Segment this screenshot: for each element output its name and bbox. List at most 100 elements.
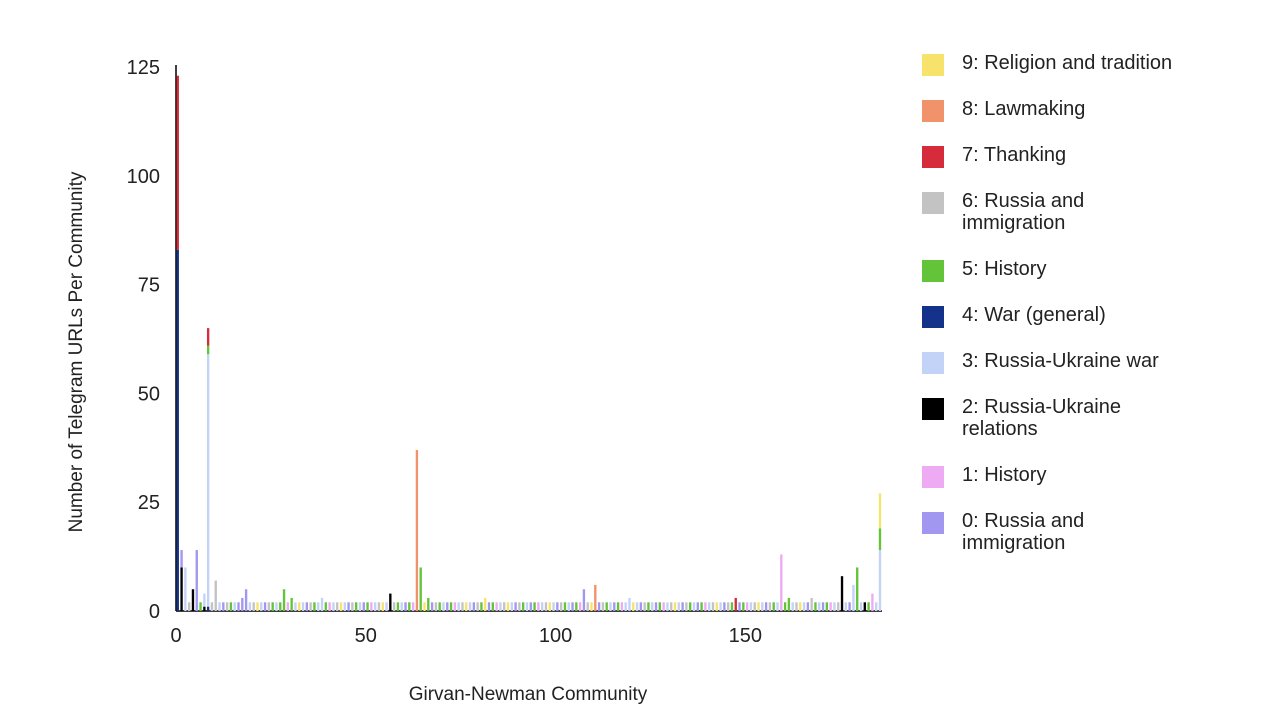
bar-segment-community-95-topic-1 bbox=[537, 602, 540, 611]
bar-segment-community-146-topic-5 bbox=[730, 602, 734, 611]
bar-segment-community-151-topic-3 bbox=[749, 602, 753, 611]
bar-segment-community-58-topic-5 bbox=[396, 602, 400, 611]
y-tick-label: 25 bbox=[138, 492, 160, 514]
bar-segment-community-23-topic-0 bbox=[263, 602, 267, 611]
bar-segment-community-78-topic-0 bbox=[472, 602, 476, 611]
bar-segment-community-47-topic-5 bbox=[354, 602, 358, 611]
legend-item-4: 4: War (general) bbox=[922, 304, 1262, 350]
bar-segment-community-141-topic-6 bbox=[711, 602, 715, 611]
legend-item-8: 8: Lawmaking bbox=[922, 98, 1262, 144]
bar-segment-community-33-topic-3 bbox=[301, 602, 305, 611]
y-tick-label: 125 bbox=[127, 57, 160, 79]
bar-segment-community-108-topic-6 bbox=[586, 602, 589, 611]
bar-segment-community-22-topic-3 bbox=[260, 602, 263, 611]
bar-segment-community-52-topic-3 bbox=[373, 602, 377, 611]
bar-segment-community-131-topic-9 bbox=[673, 602, 677, 611]
bar-segment-community-136-topic-3 bbox=[692, 602, 696, 611]
legend-swatch bbox=[922, 146, 944, 168]
bar-segment-community-185-topic-9 bbox=[878, 493, 882, 529]
bar-segment-community-181-topic-2 bbox=[863, 602, 866, 611]
bar-segment-community-134-topic-6 bbox=[685, 602, 688, 611]
bar-segment-community-25-topic-5 bbox=[271, 602, 274, 611]
bar-segment-community-24-topic-6 bbox=[267, 602, 271, 611]
legend-swatch bbox=[922, 352, 944, 374]
bar-segment-community-93-topic-0 bbox=[529, 602, 532, 611]
bar-segment-community-180-topic-3 bbox=[859, 602, 863, 611]
bar-segment-community-177-topic-0 bbox=[848, 602, 851, 611]
bar-segment-community-38-topic-3 bbox=[320, 597, 324, 611]
bar-segment-community-18-topic-0 bbox=[244, 589, 248, 611]
bar-segment-community-149-topic-5 bbox=[742, 602, 745, 611]
bar-segment-community-32-topic-9 bbox=[298, 602, 301, 611]
bar-segment-community-102-topic-5 bbox=[563, 602, 567, 611]
bar-segment-community-174-topic-6 bbox=[837, 602, 840, 611]
bar-segment-community-67-topic-0 bbox=[430, 602, 434, 611]
legend-swatch bbox=[922, 306, 944, 328]
bar-segment-community-173-topic-3 bbox=[833, 602, 836, 611]
bar-segment-community-20-topic-6 bbox=[252, 602, 255, 611]
bar-segment-community-51-topic-1 bbox=[370, 602, 373, 611]
bar-segment-community-90-topic-6 bbox=[518, 602, 521, 611]
bar-segment-community-48-topic-3 bbox=[358, 602, 362, 611]
bar-segment-community-11-topic-3 bbox=[218, 602, 221, 611]
bar-segment-community-110-topic-8 bbox=[594, 584, 597, 611]
bar-segment-community-8-topic-4 bbox=[206, 606, 210, 611]
legend-label: 4: War (general) bbox=[962, 304, 1106, 326]
bar-segment-community-100-topic-0 bbox=[556, 602, 559, 611]
bar-segment-community-106-topic-1 bbox=[578, 602, 582, 611]
bar-segment-community-103-topic-3 bbox=[567, 602, 570, 611]
bar-segment-community-4-topic-2 bbox=[191, 589, 195, 611]
bar-segment-community-116-topic-5 bbox=[616, 602, 620, 611]
bar-segment-community-96-topic-3 bbox=[540, 602, 544, 611]
bar-segment-community-117-topic-1 bbox=[620, 602, 624, 611]
bar-segment-community-138-topic-5 bbox=[700, 602, 703, 611]
bar-segment-community-85-topic-3 bbox=[499, 602, 502, 611]
bar-segment-community-72-topic-5 bbox=[449, 602, 453, 611]
bar-segment-community-153-topic-9 bbox=[757, 602, 760, 611]
bar-segment-community-137-topic-0 bbox=[696, 602, 699, 611]
y-tick-label: 50 bbox=[138, 383, 160, 405]
bar-segment-community-84-topic-1 bbox=[495, 602, 498, 611]
bar-segment-community-163-topic-6 bbox=[795, 602, 798, 611]
bar-segment-community-82-topic-0 bbox=[487, 602, 491, 611]
bar-segment-community-113-topic-5 bbox=[605, 602, 608, 611]
bar-segment-community-160-topic-5 bbox=[783, 602, 787, 611]
bar-segment-community-77-topic-3 bbox=[468, 602, 472, 611]
bar-segment-community-89-topic-0 bbox=[514, 602, 517, 611]
bar-segment-community-76-topic-9 bbox=[465, 602, 468, 611]
bar-segment-community-0-topic-4 bbox=[176, 249, 179, 611]
x-tick-label: 150 bbox=[729, 625, 762, 647]
bar-segment-community-145-topic-6 bbox=[726, 602, 730, 611]
bar-segment-community-74-topic-3 bbox=[457, 602, 460, 611]
bar-segment-community-156-topic-6 bbox=[768, 602, 772, 611]
axes-layer bbox=[175, 65, 882, 612]
bar-segment-community-43-topic-9 bbox=[339, 602, 343, 611]
bar-segment-community-26-topic-3 bbox=[275, 602, 278, 611]
bar-segment-community-8-topic-3 bbox=[206, 354, 210, 607]
bar-segment-community-39-topic-5 bbox=[324, 602, 327, 611]
bar-segment-community-60-topic-0 bbox=[404, 602, 407, 611]
legend: 9: Religion and tradition 8: Lawmaking 7: … bbox=[922, 52, 1262, 578]
bar-segment-community-179-topic-5 bbox=[856, 567, 859, 611]
bar-segment-community-150-topic-1 bbox=[745, 602, 749, 611]
bar-segment-community-125-topic-3 bbox=[651, 602, 654, 611]
bar-segment-community-176-topic-3 bbox=[844, 602, 847, 611]
legend-label: 7: Thanking bbox=[962, 144, 1067, 166]
legend-label: 2: Russia-Ukraine relations bbox=[962, 396, 1121, 440]
legend-item-7: 7: Thanking bbox=[922, 144, 1262, 190]
bar-segment-community-120-topic-9 bbox=[632, 602, 635, 611]
bar-segment-community-170-topic-0 bbox=[821, 602, 825, 611]
bar-segment-community-184-topic-3 bbox=[875, 602, 878, 611]
bar-segment-community-70-topic-3 bbox=[442, 602, 445, 611]
bar-segment-community-155-topic-0 bbox=[764, 602, 768, 611]
bar-segment-community-7-topic-3 bbox=[203, 593, 206, 607]
bar-segment-community-6-topic-5 bbox=[199, 602, 202, 611]
bar-segment-community-132-topic-3 bbox=[677, 602, 680, 611]
bar-segment-community-3-topic-6 bbox=[187, 602, 191, 611]
legend-item-3: 3: Russia-Ukraine war bbox=[922, 350, 1262, 396]
bar-segment-community-135-topic-5 bbox=[689, 602, 692, 611]
bar-segment-community-111-topic-0 bbox=[597, 602, 601, 611]
bar-segment-community-35-topic-6 bbox=[309, 602, 312, 611]
bar-segment-community-1-topic-2 bbox=[180, 567, 183, 611]
bar-segment-community-34-topic-0 bbox=[305, 602, 309, 611]
